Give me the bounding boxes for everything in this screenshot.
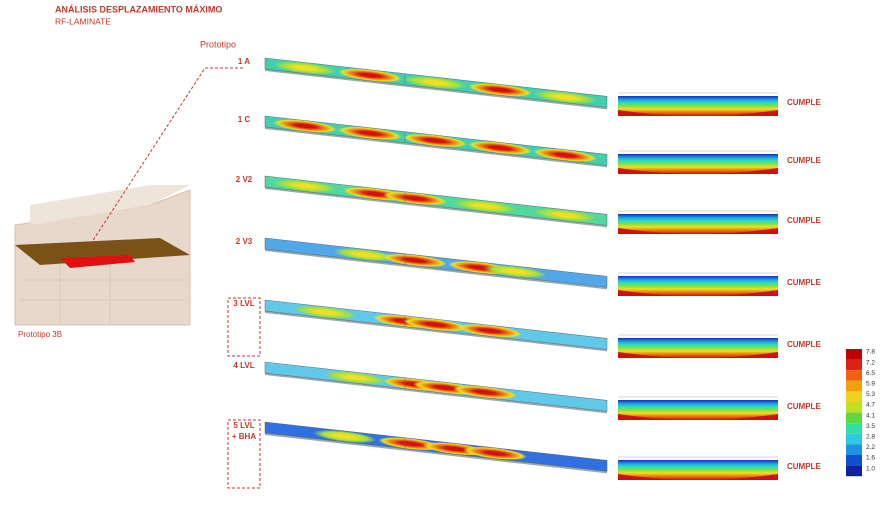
- displacement-spot: [383, 253, 447, 267]
- legend-label: 3.5: [866, 423, 875, 430]
- legend-swatch: [846, 391, 862, 402]
- status: CUMPLE: [787, 278, 821, 287]
- legend-label: 2.8: [866, 434, 875, 441]
- legend-label: 7.8: [866, 349, 875, 356]
- section-deflection: [618, 414, 778, 420]
- legend-label: 4.7: [866, 402, 875, 409]
- section-deflection: [618, 474, 778, 480]
- status: CUMPLE: [787, 340, 821, 349]
- section-view: [618, 154, 778, 174]
- displacement-spot: [323, 371, 387, 385]
- legend-swatch: [846, 444, 862, 455]
- displacement-spot: [468, 141, 532, 155]
- status: CUMPLE: [787, 462, 821, 471]
- displacement-spot: [273, 119, 337, 133]
- row-label: 2 V2: [236, 175, 253, 184]
- highlight-box: [227, 419, 261, 489]
- section-view: [618, 96, 778, 116]
- legend-label: 4.1: [866, 412, 875, 419]
- legend-swatch: [846, 402, 862, 413]
- displacement-spot: [533, 90, 597, 104]
- row-label: 1 A: [238, 57, 250, 66]
- slab: [264, 299, 608, 352]
- slab: [264, 57, 608, 110]
- leader-line: [89, 67, 243, 246]
- legend-label: 1.0: [866, 465, 875, 472]
- section-view: [618, 214, 778, 234]
- section-view: [618, 460, 778, 480]
- displacement-spot: [483, 264, 547, 279]
- legend-swatch: [846, 423, 862, 434]
- slab: [264, 421, 608, 474]
- legend-label: 1.6: [866, 455, 875, 462]
- legend-swatch: [846, 455, 862, 466]
- displacement-spot: [293, 305, 357, 319]
- section-view: [618, 338, 778, 358]
- legend-swatch: [846, 465, 862, 477]
- displacement-spot: [533, 208, 597, 222]
- building: [14, 185, 191, 326]
- row-label: 2 V3: [236, 237, 253, 246]
- section-deflection: [618, 228, 778, 234]
- legend-swatch: [846, 412, 862, 424]
- legend-swatch: [846, 370, 862, 381]
- title: ANÁLISIS DESPLAZAMIENTO MÁXIMO: [55, 4, 222, 14]
- legend-label: 2.2: [866, 444, 875, 451]
- prototype-label: Prototipo: [200, 39, 236, 49]
- displacement-spot: [468, 83, 532, 97]
- displacement-spot: [533, 148, 597, 162]
- status: CUMPLE: [787, 216, 821, 225]
- displacement-spot: [273, 179, 337, 193]
- legend-swatch: [846, 359, 862, 371]
- displacement-spot: [273, 61, 337, 75]
- displacement-spot: [338, 126, 402, 140]
- status: CUMPLE: [787, 402, 821, 411]
- slab: [264, 175, 608, 228]
- displacement-spot: [313, 429, 377, 444]
- displacement-spot: [403, 318, 467, 332]
- highlight-box: [227, 297, 261, 357]
- slab: [264, 237, 608, 290]
- legend-label: 7.2: [866, 359, 875, 366]
- legend-swatch: [846, 380, 862, 392]
- displacement-spot: [403, 134, 467, 148]
- row-label: 3 LVL: [233, 299, 254, 308]
- section-deflection: [618, 290, 778, 296]
- section-view: [618, 276, 778, 296]
- displacement-spot: [338, 68, 402, 82]
- section-view: [618, 400, 778, 420]
- row-label: 1 C: [238, 115, 251, 124]
- legend-label: 5.3: [866, 391, 875, 398]
- legend-swatch: [846, 349, 862, 360]
- displacement-spot: [453, 385, 517, 399]
- section-deflection: [618, 352, 778, 358]
- displacement-spot: [383, 191, 447, 205]
- legend-label: 5.9: [866, 381, 875, 388]
- row-label: 4 LVL: [233, 361, 254, 370]
- slab: [264, 115, 608, 168]
- section-deflection: [618, 110, 778, 116]
- displacement-spot: [453, 199, 517, 213]
- subtitle: RF-LAMINATE: [55, 16, 111, 26]
- building-label: Prototipo 3B: [18, 330, 62, 339]
- displacement-spot: [403, 76, 467, 90]
- displacement-spot: [458, 324, 522, 338]
- slab: [264, 361, 608, 414]
- displacement-spot: [333, 248, 397, 262]
- status: CUMPLE: [787, 156, 821, 165]
- legend-swatch: [846, 433, 862, 445]
- section-deflection: [618, 168, 778, 174]
- status: CUMPLE: [787, 98, 821, 107]
- row-label: + BHA: [232, 432, 256, 441]
- row-label: 5 LVL: [233, 421, 254, 430]
- legend-label: 6.5: [866, 370, 875, 377]
- displacement-spot: [463, 446, 527, 460]
